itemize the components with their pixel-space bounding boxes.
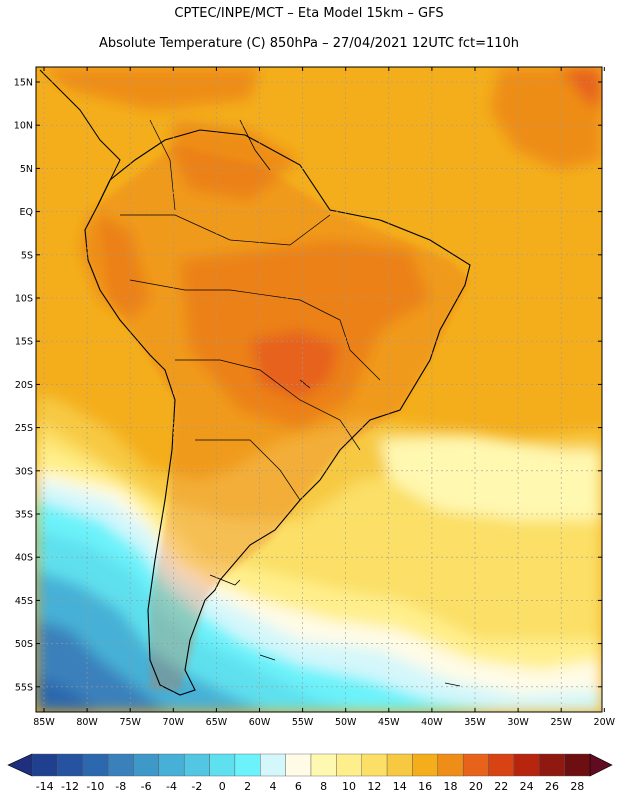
colorbar-label: -8 — [115, 780, 126, 793]
colorbar-label: 14 — [393, 780, 407, 793]
lat-label: 5S — [21, 250, 33, 261]
lat-label: 10N — [14, 121, 33, 132]
colorbar-swatch — [488, 753, 515, 777]
colorbar-swatch — [412, 753, 439, 777]
colorbar-label: 12 — [367, 780, 381, 793]
colorbar-swatch — [31, 753, 58, 777]
lon-label: 75W — [119, 717, 141, 728]
colorbar-label: 24 — [520, 780, 534, 793]
colorbar-swatch — [82, 753, 109, 777]
lon-label: 50W — [335, 717, 357, 728]
colorbar-swatch — [57, 753, 83, 777]
colorbar-label: -2 — [191, 780, 202, 793]
lon-label: 80W — [76, 717, 98, 728]
lat-label: 35S — [15, 510, 33, 521]
colorbar-swatch — [234, 753, 261, 777]
colorbar-label: -4 — [166, 780, 177, 793]
colorbar-swatch — [133, 753, 160, 777]
colorbar-label: 2 — [244, 780, 251, 793]
temperature-field — [36, 67, 602, 712]
colorbar-label: 16 — [418, 780, 432, 793]
lon-label: 20W — [594, 717, 616, 728]
lat-labels: 15N 10N 5N EQ 5S 10S 15S 20S 25S 30S 35S 40S 45S 50S 5… — [14, 78, 33, 694]
lat-label: 30S — [15, 466, 33, 477]
borders-central — [129, 279, 381, 381]
lon-label: 60W — [249, 717, 271, 728]
borders-south — [175, 359, 361, 451]
lat-label: 15S — [15, 337, 33, 348]
colorbar-label: 10 — [342, 780, 356, 793]
colorbar-label: -12 — [61, 780, 79, 793]
lat-label: 25S — [15, 423, 33, 434]
colorbar-swatch — [513, 753, 540, 777]
lon-label: 65W — [206, 717, 228, 728]
colorbar-swatch — [386, 753, 413, 777]
colorbar-label: 22 — [494, 780, 508, 793]
lon-label: 55W — [292, 717, 314, 728]
lat-label: 40S — [15, 553, 33, 564]
axis-ticks — [36, 67, 605, 712]
south-america-coastline — [84, 129, 471, 696]
colorbar-swatch — [462, 753, 489, 777]
colorbar-swatch — [285, 753, 312, 777]
colorbar-swatch — [336, 753, 362, 777]
lon-label: 70W — [163, 717, 185, 728]
colorbar-swatch — [361, 753, 388, 777]
lon-label: 45W — [378, 717, 400, 728]
borders-north — [120, 214, 331, 246]
colorbar-swatch — [183, 753, 210, 777]
map-frame — [35, 66, 603, 713]
lon-label: 25W — [550, 717, 572, 728]
colorbar-label: 8 — [320, 780, 327, 793]
colorbar-label: 20 — [469, 780, 483, 793]
colorbar-label: -6 — [141, 780, 152, 793]
lat-label: 15N — [14, 78, 33, 89]
title-line-2: Absolute Temperature (C) 850hPa – 27/04/… — [98, 36, 520, 51]
lon-label: 35W — [464, 717, 486, 728]
colorbar-swatch — [539, 753, 565, 777]
colorbar-label: -14 — [36, 780, 54, 793]
colorbar-label: 6 — [295, 780, 302, 793]
lon-label: 85W — [33, 717, 55, 728]
colorbar-label: 28 — [570, 780, 584, 793]
lat-label: 5N — [20, 164, 33, 175]
colorbar-swatch — [107, 753, 134, 777]
colorbar-swatch — [260, 753, 286, 777]
colorbar-swatch — [310, 753, 337, 777]
gridlines — [36, 67, 602, 712]
colorbar-label: -10 — [86, 780, 104, 793]
colorbar-swatch — [209, 753, 236, 777]
lat-label: 45S — [15, 596, 33, 607]
title-line-1: CPTEC/INPE/MCT – Eta Model 15km – GFS — [174, 6, 444, 21]
colorbar-max-arrow — [589, 753, 613, 777]
lon-labels: 85W 80W 75W 70W 65W 60W 55W 50W 45W 40W 35W 30W 25W 2… — [33, 717, 615, 728]
colorbar-swatch — [437, 753, 464, 777]
lon-label: 40W — [421, 717, 443, 728]
colorbar-swatch — [564, 753, 591, 777]
colorbar-labels: -14 -12 -10 -8 -6 -4 -2 0 2 4 6 8 10 12 14 16 18 20 22 24 26… — [36, 780, 585, 793]
colorbar-swatch — [158, 753, 185, 777]
south-georgia — [444, 682, 461, 687]
lat-label: 50S — [15, 639, 33, 650]
lat-label: 10S — [15, 294, 33, 305]
colorbar-label: 0 — [219, 780, 226, 793]
colorbar-label: 18 — [444, 780, 458, 793]
lon-label: 30W — [507, 717, 529, 728]
central-america-coastline — [39, 69, 121, 206]
lat-label: 20S — [15, 380, 33, 391]
lat-label: EQ — [20, 207, 33, 218]
lat-label: 55S — [15, 682, 33, 693]
colorbar — [7, 753, 613, 777]
colorbar-min-arrow — [7, 753, 33, 777]
falkland-islands — [259, 654, 276, 661]
colorbar-label: 4 — [269, 780, 276, 793]
colorbar-label: 26 — [545, 780, 559, 793]
